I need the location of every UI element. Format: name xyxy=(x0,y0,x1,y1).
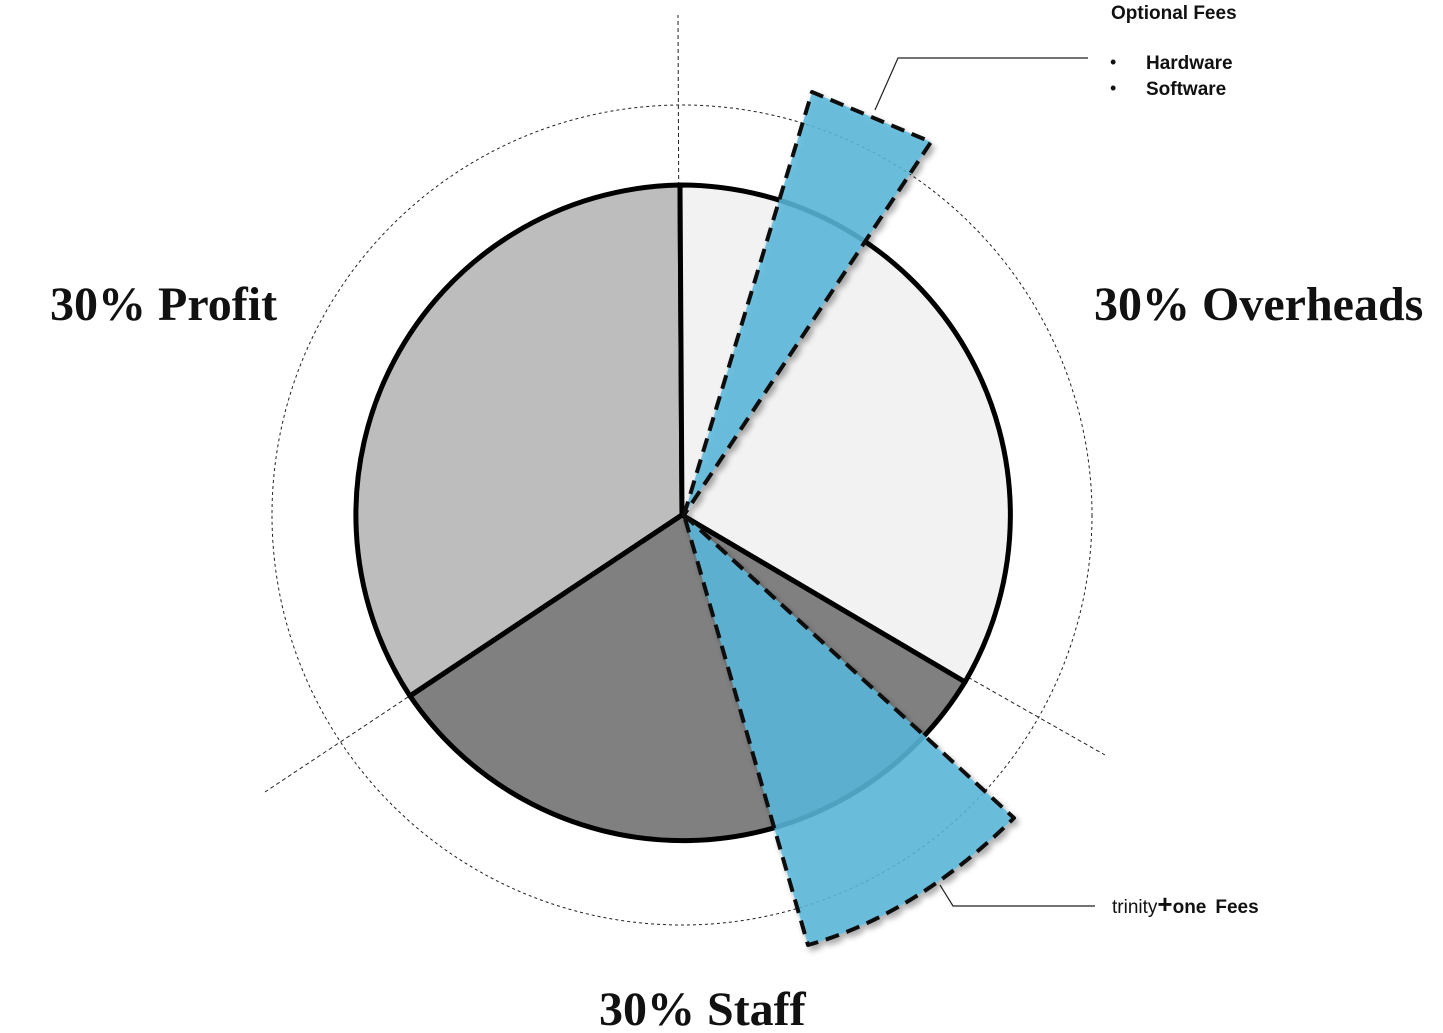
optional-fees-leader-line xyxy=(874,57,1088,111)
trinity-fees-wedge xyxy=(682,513,1016,947)
trinity-fees-label: trinity+one Fees xyxy=(1112,889,1259,919)
trinity-fees-leader-line xyxy=(939,884,1095,907)
optional-fees-wedge xyxy=(682,90,933,517)
optional-fee-hardware: Hardware xyxy=(1146,53,1233,74)
label-overheads: 30% Overheads xyxy=(1094,278,1423,331)
outer-guide-circle xyxy=(271,104,1093,926)
trinity-fees-plus: + xyxy=(1157,889,1172,919)
trinity-fees-suffix: Fees xyxy=(1215,897,1258,918)
bullet-hardware: • xyxy=(1110,52,1116,72)
trinity-fees-brand: one xyxy=(1173,897,1207,918)
optional-fees-title: Optional Fees xyxy=(1111,3,1237,24)
label-profit: 30% Profit xyxy=(50,278,277,331)
bullet-software: • xyxy=(1110,78,1116,98)
optional-fee-software: Software xyxy=(1146,79,1226,100)
guide-line-top xyxy=(677,14,681,516)
trinity-fees-prefix: trinity xyxy=(1112,897,1158,918)
label-staff: 30% Staff xyxy=(599,983,807,1033)
